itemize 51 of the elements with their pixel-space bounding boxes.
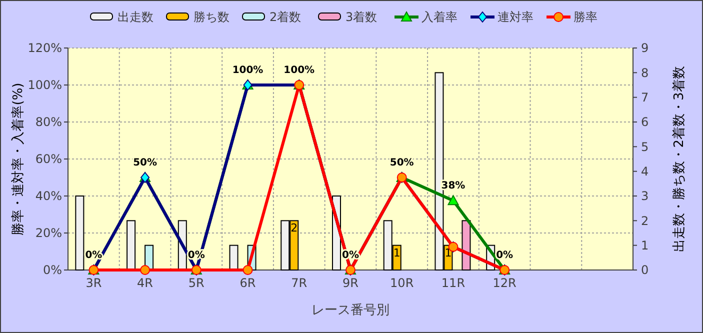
y2-tick-label: 4 [641, 164, 649, 179]
bar [126, 220, 136, 270]
y2-tick-label: 7 [641, 90, 649, 105]
bar [229, 244, 238, 270]
data-label: 50% [390, 158, 414, 168]
y-tick-label: 0% [42, 263, 62, 278]
data-label: 100% [232, 65, 264, 76]
x-tick-label: 4R [137, 276, 154, 290]
y-tick-label: 80% [35, 115, 62, 130]
x-tick-label: 11R [441, 276, 466, 290]
y2-tick-label: 1 [641, 238, 649, 253]
y2-tick-label: 2 [641, 214, 649, 228]
point [448, 195, 459, 206]
y-tick-label: 120% [28, 41, 62, 56]
bar [462, 220, 471, 270]
data-label: 2 [290, 222, 298, 235]
x-tick-label: 10R [390, 276, 414, 290]
legend-label: 2着数 [270, 10, 302, 24]
legend-label: 勝ち数 [194, 10, 230, 24]
y2-axis-title: 出走数・勝ち数・2着数・3着数 [671, 66, 687, 252]
y2-tick-label: 0 [641, 263, 649, 278]
legend-label: 3着数 [346, 10, 378, 24]
data-label: 1 [393, 246, 400, 260]
data-label: 50% [133, 158, 158, 168]
x-tick-label: 9R [342, 276, 358, 290]
data-label: 1 [444, 246, 452, 260]
legend-label: 勝率 [574, 10, 598, 24]
data-label: 0% [496, 250, 514, 261]
y2-tick-label: 3 [641, 189, 649, 204]
y2-tick-label: 6 [641, 115, 649, 130]
point [242, 265, 253, 275]
x-tick-label: 5R [188, 276, 204, 290]
y-axis-title: 勝率・連対率・入着率(%) [10, 82, 26, 236]
x-tick-label: 7R [291, 276, 308, 290]
y-tick-label: 40% [35, 189, 62, 204]
x-tick-label: 6R [240, 276, 256, 290]
x-axis-title: レース番号別 [312, 303, 390, 318]
y-tick-label: 60% [35, 152, 62, 166]
y2-tick-label: 9 [641, 41, 649, 56]
legend-label: 連対率 [498, 10, 534, 24]
legend-label: 出走数 [118, 10, 154, 24]
data-label: 100% [284, 65, 315, 76]
y-tick-label: 20% [35, 226, 62, 240]
legend-label: 入着率 [422, 10, 458, 24]
y2-tick-label: 5 [641, 140, 649, 154]
point [140, 265, 150, 275]
bar [75, 196, 84, 270]
x-tick-label: 3R [86, 276, 102, 290]
y2-tick-label: 8 [641, 66, 649, 80]
x-tick-label: 12R [492, 276, 516, 290]
y-tick-label: 100% [28, 78, 62, 92]
